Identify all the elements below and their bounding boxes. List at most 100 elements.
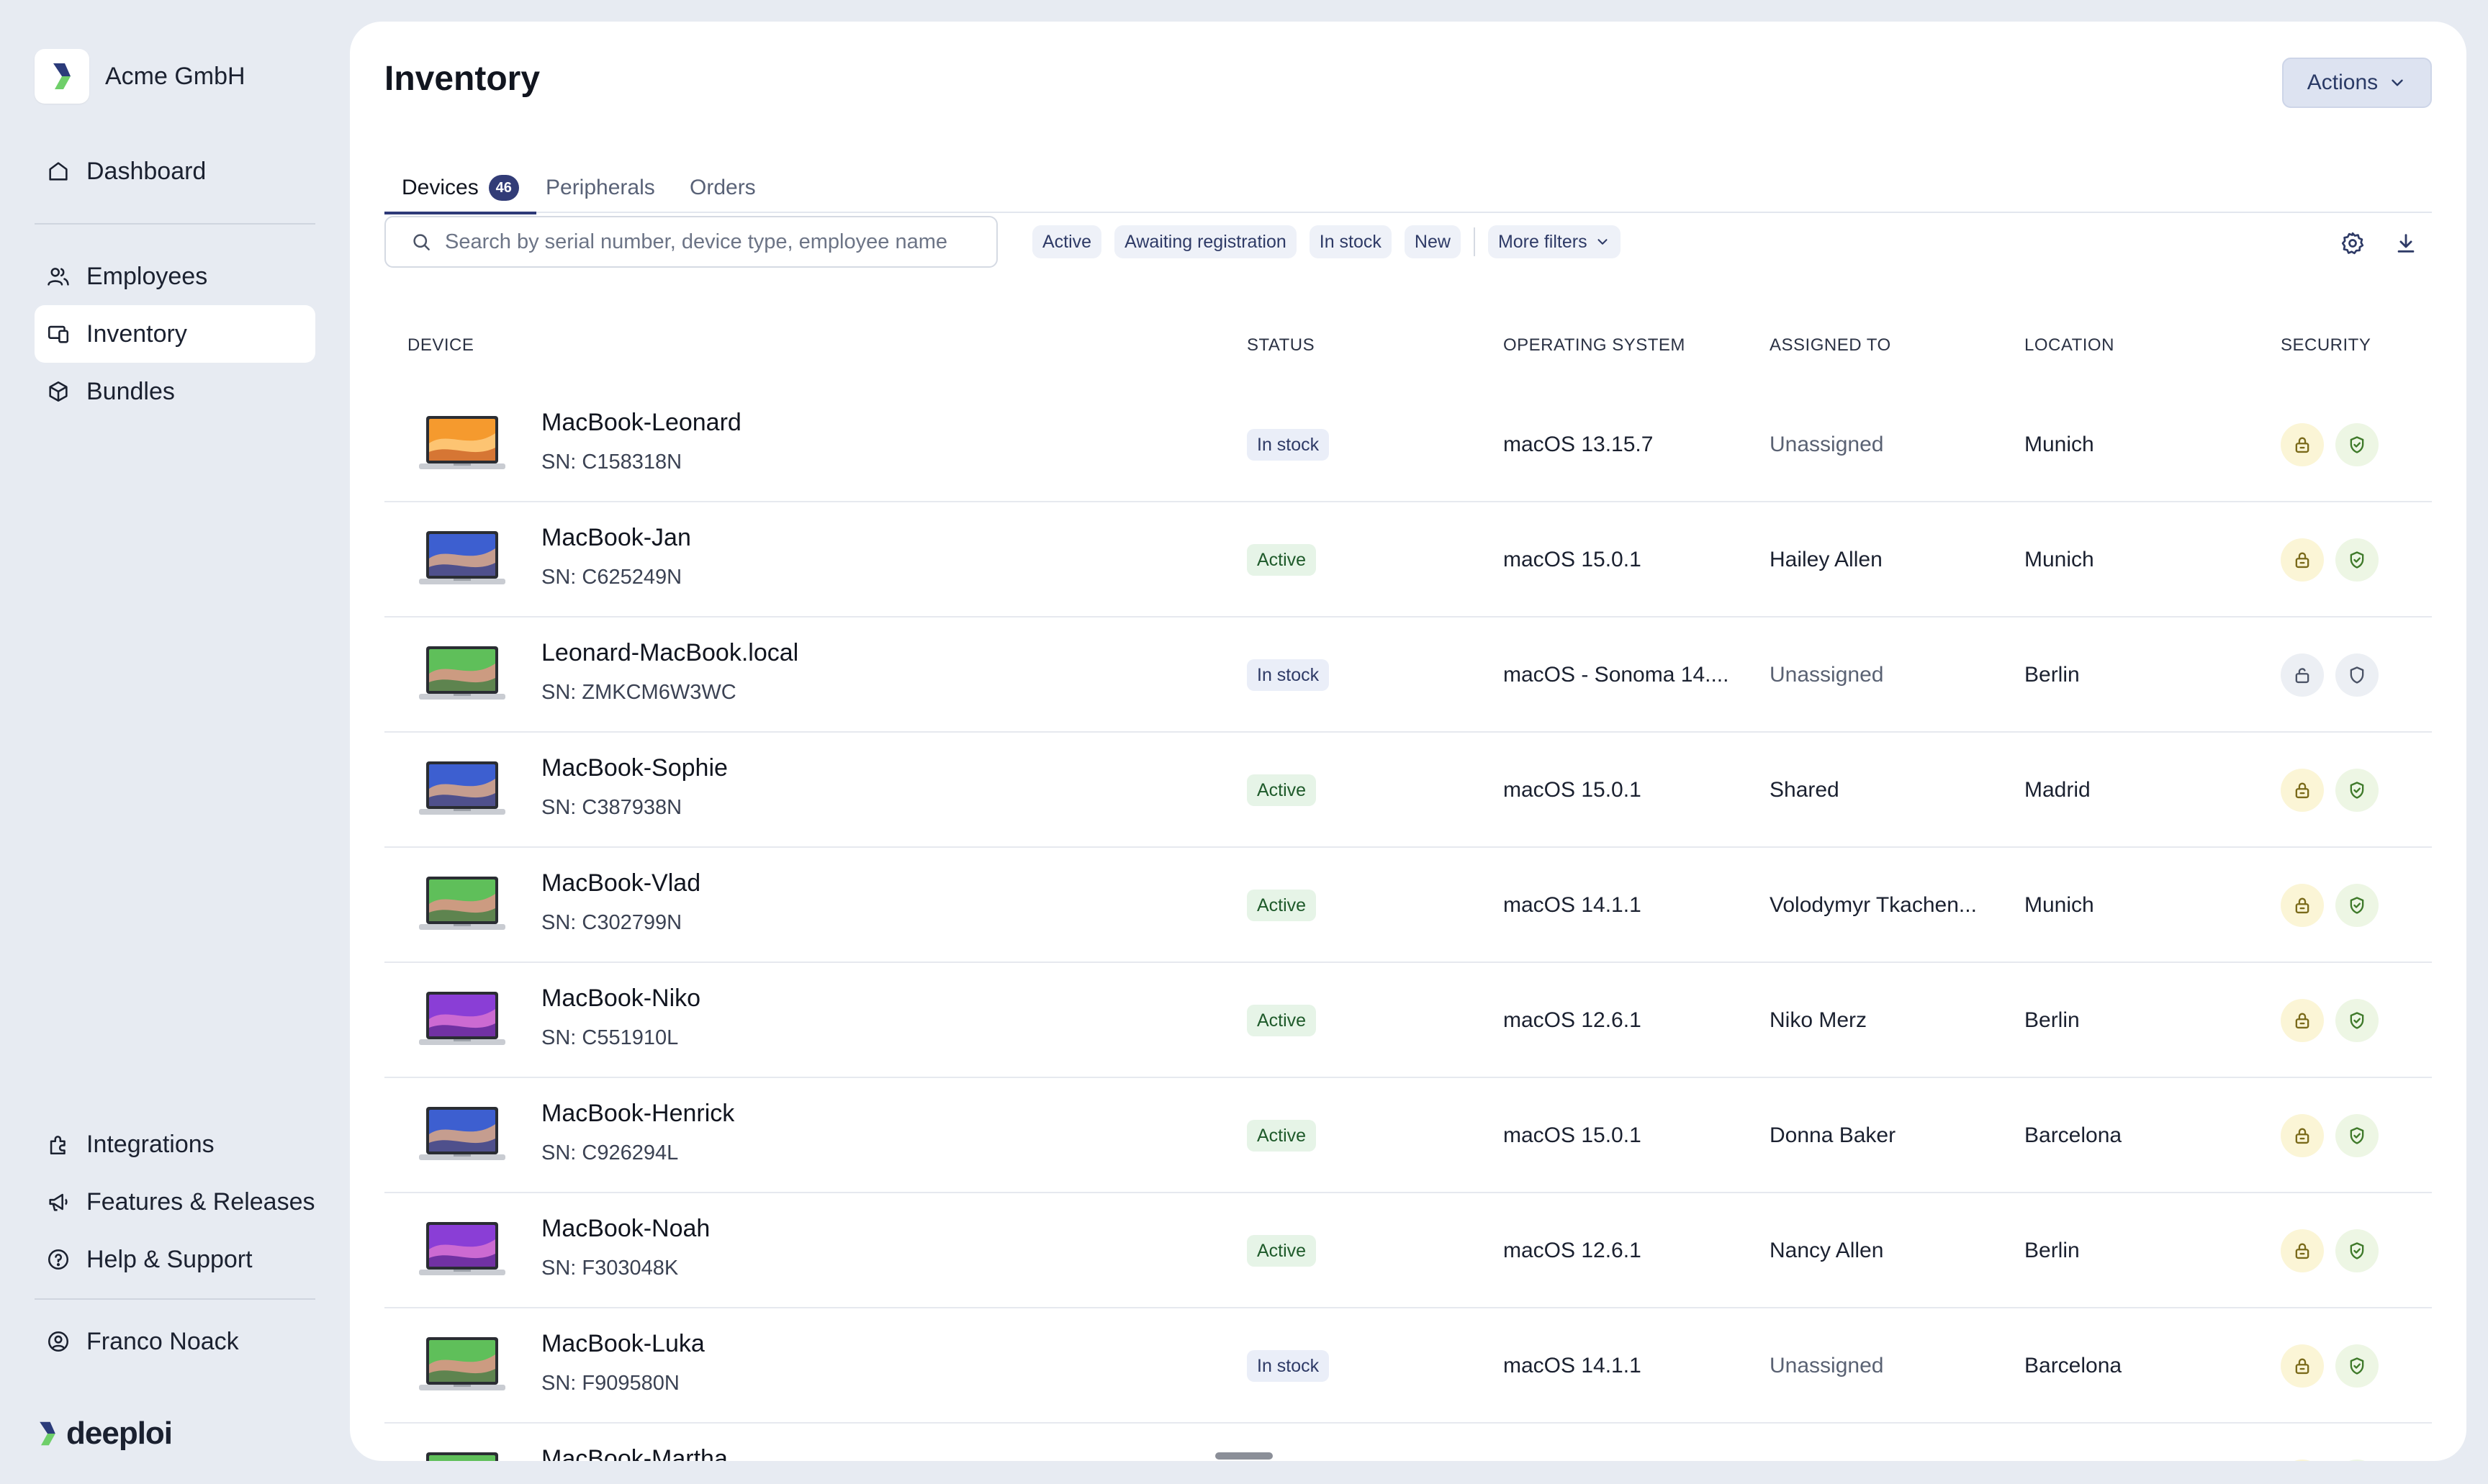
device-name[interactable]: MacBook-Niko (541, 985, 701, 1012)
filter-chip-in-stock[interactable]: In stock (1309, 225, 1392, 258)
nav-item-employees[interactable]: Employees (35, 248, 315, 305)
security-shield-icon[interactable] (2335, 653, 2379, 697)
filter-chip-active[interactable]: Active (1032, 225, 1102, 258)
device-name[interactable]: MacBook-Luka (541, 1330, 705, 1357)
nav-label: Franco Noack (86, 1327, 239, 1355)
security-shield-icon[interactable] (2335, 538, 2379, 582)
table-row[interactable]: MacBook-Leonard SN: C158318N In stock ma… (384, 387, 2432, 502)
table-body: MacBook-Leonard SN: C158318N In stock ma… (384, 387, 2432, 1461)
users-icon (48, 268, 69, 286)
help-icon (48, 1249, 69, 1270)
encryption-lock-icon[interactable] (2281, 423, 2324, 466)
device-name[interactable]: MacBook-Leonard (541, 409, 742, 436)
assigned-to-value[interactable]: Volodymyr Tkachen... (1770, 893, 1977, 917)
actions-button[interactable]: Actions (2282, 58, 2432, 108)
security-shield-icon[interactable] (2335, 999, 2379, 1042)
column-header-assigned[interactable]: ASSIGNED TO (1770, 335, 1891, 355)
devices-table: DEVICE STATUS OPERATING SYSTEM ASSIGNED … (384, 307, 2432, 1461)
assigned-to-value[interactable]: Marta Kowalska (1770, 1424, 1923, 1461)
box-icon (49, 381, 68, 402)
table-row[interactable]: MacBook-Vlad SN: C302799N Active macOS 1… (384, 848, 2432, 963)
device-name[interactable]: MacBook-Henrick (541, 1100, 735, 1127)
table-settings-button[interactable] (2337, 227, 2368, 259)
laptop-icon (426, 1452, 498, 1461)
device-name[interactable]: MacBook-Sophie (541, 754, 728, 782)
status-cell: Active (1247, 1078, 1317, 1193)
table-row[interactable]: MacBook-Martha Active macOS 14.1.1 Marta… (384, 1424, 2432, 1461)
device-name[interactable]: Leonard-MacBook.local (541, 639, 799, 666)
filter-chip-new[interactable]: New (1404, 225, 1461, 258)
device-name[interactable]: MacBook-Noah (541, 1215, 711, 1242)
os-value: macOS 13.15.7 (1503, 433, 1654, 456)
table-row[interactable]: MacBook-Sophie SN: C387938N Active macOS… (384, 733, 2432, 848)
nav-item-inventory[interactable]: Inventory (35, 305, 315, 363)
column-header-security[interactable]: SECURITY (2281, 335, 2371, 355)
tab-label: Orders (690, 176, 756, 199)
security-shield-icon[interactable] (2335, 884, 2379, 927)
device-name[interactable]: MacBook-Jan (541, 524, 691, 551)
nav-item-bundles[interactable]: Bundles (35, 363, 315, 420)
laptop-icon (419, 992, 505, 1045)
search-input[interactable] (445, 230, 992, 254)
table-row[interactable]: MacBook-Jan SN: C625249N Active macOS 15… (384, 502, 2432, 617)
status-badge: Active (1247, 774, 1317, 806)
nav-divider (35, 1298, 315, 1300)
encryption-lock-icon[interactable] (2281, 999, 2324, 1042)
security-shield-icon[interactable] (2335, 423, 2379, 466)
encryption-lock-icon[interactable] (2281, 1460, 2324, 1461)
table-row[interactable]: MacBook-Niko SN: C551910L Active macOS 1… (384, 963, 2432, 1078)
megaphone-icon (49, 1193, 68, 1211)
horizontal-scrollbar[interactable] (1215, 1452, 1273, 1460)
status-cell: Active (1247, 502, 1317, 617)
nav-item-help-support[interactable]: Help & Support (35, 1231, 315, 1288)
column-header-status[interactable]: STATUS (1247, 335, 1315, 355)
encryption-lock-icon[interactable] (2281, 1229, 2324, 1272)
nav-item-integrations[interactable]: Integrations (35, 1116, 315, 1173)
nav-item-user[interactable]: Franco Noack (35, 1313, 315, 1370)
tab-orders[interactable]: Orders (690, 163, 756, 213)
encryption-lock-icon[interactable] (2281, 653, 2324, 697)
gear-icon (2341, 232, 2364, 255)
security-shield-icon[interactable] (2335, 1114, 2379, 1157)
encryption-lock-icon[interactable] (2281, 1114, 2324, 1157)
table-row[interactable]: MacBook-Noah SN: F303048K Active macOS 1… (384, 1193, 2432, 1308)
security-shield-icon[interactable] (2335, 1229, 2379, 1272)
assigned-to-value[interactable]: Donna Baker (1770, 1123, 1896, 1147)
table-row[interactable]: MacBook-Luka SN: F909580N In stock macOS… (384, 1308, 2432, 1424)
column-header-location[interactable]: LOCATION (2024, 335, 2114, 355)
encryption-lock-icon[interactable] (2281, 1344, 2324, 1388)
encryption-lock-icon[interactable] (2281, 769, 2324, 812)
tab-devices[interactable]: Devices 46 (384, 163, 536, 214)
os-value: macOS 14.1.1 (1503, 1424, 1641, 1461)
assigned-to-value[interactable]: Nancy Allen (1770, 1239, 1884, 1262)
status-badge: Active (1247, 1005, 1317, 1036)
org-switcher[interactable]: Acme GmbH (35, 49, 245, 104)
encryption-lock-icon[interactable] (2281, 538, 2324, 582)
assigned-to-value[interactable]: Unassigned (1770, 1354, 1884, 1377)
security-shield-icon[interactable] (2335, 769, 2379, 812)
device-name[interactable]: MacBook-Martha (541, 1445, 728, 1461)
table-row[interactable]: Leonard-MacBook.local SN: ZMKCM6W3WC In … (384, 617, 2432, 733)
column-header-os[interactable]: OPERATING SYSTEM (1503, 335, 1685, 355)
security-shield-icon[interactable] (2335, 1460, 2379, 1461)
tab-peripherals[interactable]: Peripherals (546, 163, 655, 213)
security-shield-icon[interactable] (2335, 1344, 2379, 1388)
deeploi-logo-icon (40, 1421, 55, 1446)
nav-item-features-releases[interactable]: Features & Releases (35, 1173, 315, 1231)
assigned-to-value[interactable]: Unassigned (1770, 433, 1884, 456)
table-row[interactable]: MacBook-Henrick SN: C926294L Active macO… (384, 1078, 2432, 1193)
assigned-to-value[interactable]: Shared (1770, 778, 1839, 802)
device-name[interactable]: MacBook-Vlad (541, 869, 701, 897)
assigned-to-value[interactable]: Unassigned (1770, 663, 1884, 687)
table-header: DEVICE STATUS OPERATING SYSTEM ASSIGNED … (384, 307, 2432, 387)
assigned-to-value[interactable]: Hailey Allen (1770, 548, 1883, 571)
tab-count-badge: 46 (488, 175, 519, 201)
more-filters-button[interactable]: More filters (1487, 225, 1621, 258)
assigned-to-value[interactable]: Niko Merz (1770, 1008, 1867, 1032)
column-header-device[interactable]: DEVICE (407, 335, 474, 355)
nav-item-dashboard[interactable]: Dashboard (35, 142, 315, 200)
laptop-icon (419, 416, 505, 469)
export-button[interactable] (2390, 227, 2422, 259)
encryption-lock-icon[interactable] (2281, 884, 2324, 927)
filter-chip-awaiting-registration[interactable]: Awaiting registration (1114, 225, 1297, 258)
